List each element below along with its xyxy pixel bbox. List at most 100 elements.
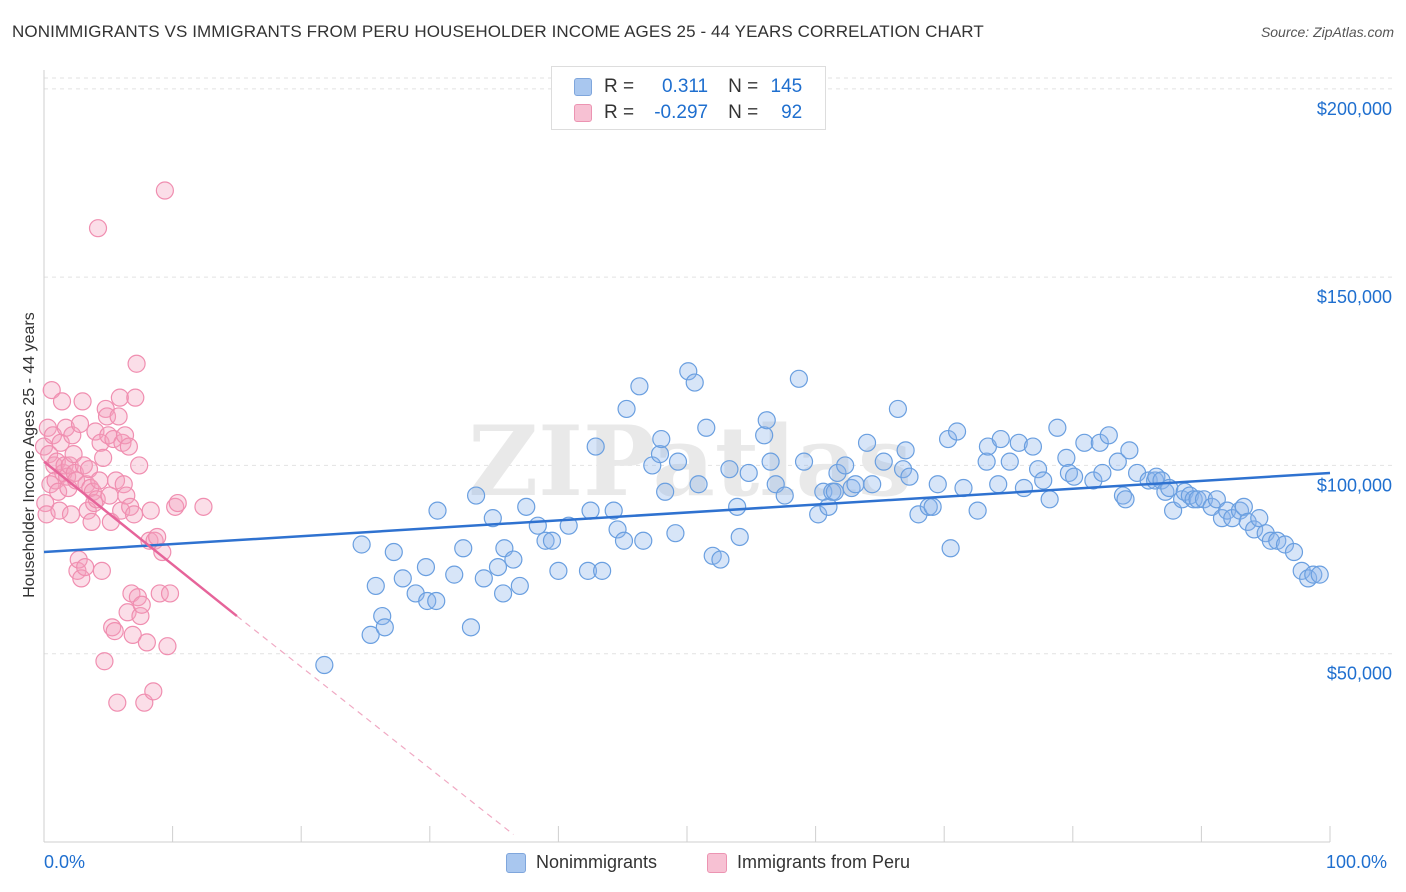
data-point-nonimmigrant	[494, 584, 513, 603]
data-point-nonimmigrant	[755, 426, 774, 445]
data-point-nonimmigrant	[819, 497, 838, 516]
series-immigrants-from-peru	[34, 181, 213, 712]
data-point-peru	[117, 486, 136, 505]
legend-label: Immigrants from Peru	[737, 852, 911, 872]
data-point-peru	[148, 527, 167, 547]
data-point-nonimmigrant	[1304, 565, 1323, 584]
data-point-peru	[114, 475, 133, 494]
data-point-nonimmigrant	[315, 655, 334, 675]
data-point-nonimmigrant	[977, 452, 996, 471]
data-point-nonimmigrant	[1093, 463, 1112, 483]
data-point-peru	[123, 625, 142, 644]
data-point-nonimmigrant	[461, 618, 481, 637]
data-point-nonimmigrant	[474, 569, 493, 588]
data-point-nonimmigrant	[542, 531, 562, 550]
data-point-nonimmigrant	[874, 452, 893, 471]
data-point-peru	[158, 637, 177, 656]
data-point-nonimmigrant	[1188, 490, 1207, 509]
data-point-nonimmigrant	[549, 561, 568, 580]
r-value: -0.297	[654, 102, 709, 123]
trend-line-peru	[43, 460, 238, 618]
data-point-nonimmigrant	[809, 505, 828, 524]
r-value: 0.311	[661, 76, 709, 97]
data-point-peru	[115, 426, 135, 445]
data-point-nonimmigrant	[836, 456, 855, 475]
data-point-peru	[104, 429, 123, 449]
data-point-nonimmigrant	[825, 482, 844, 501]
data-point-nonimmigrant	[1292, 561, 1311, 580]
data-point-peru	[73, 392, 92, 411]
data-point-nonimmigrant	[1207, 490, 1226, 509]
data-point-nonimmigrant	[888, 399, 908, 419]
data-point-nonimmigrant	[578, 561, 598, 580]
data-point-nonimmigrant	[900, 467, 919, 486]
legend-item-nonimmigrants: Nonimmigrants	[506, 852, 657, 873]
data-point-nonimmigrant	[504, 550, 523, 569]
data-point-nonimmigrant	[1184, 490, 1203, 509]
data-point-nonimmigrant	[1116, 490, 1135, 509]
data-point-nonimmigrant	[1034, 471, 1053, 490]
data-point-peru	[141, 501, 160, 520]
axes	[43, 70, 1331, 843]
data-point-nonimmigrant	[728, 497, 747, 516]
data-point-nonimmigrant	[1048, 418, 1067, 437]
data-point-nonimmigrant	[634, 531, 653, 550]
data-point-peru	[42, 380, 61, 400]
y-tick-label: $100,000	[1317, 475, 1392, 495]
data-point-nonimmigrant	[528, 516, 547, 535]
data-point-nonimmigrant	[559, 516, 578, 535]
data-point-nonimmigrant	[1245, 520, 1264, 539]
trend-line-peru-extension	[236, 615, 514, 835]
data-point-nonimmigrant	[730, 527, 749, 547]
data-point-nonimmigrant	[617, 399, 636, 419]
data-point-nonimmigrant	[586, 437, 605, 456]
data-point-peru	[50, 501, 69, 520]
data-point-peru	[90, 471, 109, 490]
data-point-nonimmigrant	[679, 362, 698, 381]
data-point-nonimmigrant	[352, 535, 371, 554]
trend-lines	[43, 460, 1331, 835]
data-point-peru	[94, 448, 113, 467]
data-point-nonimmigrant	[989, 475, 1008, 494]
data-point-peru	[110, 388, 129, 407]
data-point-nonimmigrant	[1064, 467, 1084, 486]
r-label: R =	[604, 102, 635, 123]
data-point-nonimmigrant	[1014, 478, 1034, 498]
data-point-nonimmigrant	[1250, 509, 1269, 528]
data-point-peru	[150, 584, 169, 603]
data-point-nonimmigrant	[650, 445, 670, 464]
data-point-peru	[52, 392, 72, 411]
data-point-peru	[126, 388, 145, 407]
chart-title: NONIMMIGRANTS VS IMMIGRANTS FROM PERU HO…	[12, 22, 984, 41]
data-point-nonimmigrant	[1223, 509, 1242, 528]
data-point-nonimmigrant	[1040, 490, 1059, 509]
x-tick-label-max: 100.0%	[1326, 852, 1388, 872]
data-point-peru	[144, 682, 163, 701]
source-credit: Source: ZipAtlas.com	[1260, 24, 1394, 40]
data-point-nonimmigrant	[1028, 460, 1048, 479]
data-point-peru	[105, 622, 124, 641]
data-point-nonimmigrant	[366, 576, 385, 596]
data-point-peru	[194, 497, 213, 516]
data-point-nonimmigrant	[1261, 531, 1280, 550]
data-point-peru	[124, 505, 144, 524]
data-point-nonimmigrant	[630, 377, 649, 396]
data-point-nonimmigrant	[739, 463, 758, 483]
data-point-nonimmigrant	[1234, 497, 1253, 516]
blue-swatch	[574, 78, 592, 96]
data-point-nonimmigrant	[1057, 448, 1076, 467]
data-point-nonimmigrant	[968, 501, 987, 520]
data-point-nonimmigrant	[991, 429, 1010, 449]
data-point-nonimmigrant	[483, 509, 502, 528]
data-point-nonimmigrant	[1120, 441, 1139, 460]
n-label: N =	[728, 76, 759, 97]
data-point-nonimmigrant	[517, 497, 536, 516]
data-point-nonimmigrant	[761, 452, 780, 471]
data-point-peru	[127, 354, 146, 373]
data-point-nonimmigrant	[1194, 490, 1214, 509]
pink-swatch	[707, 852, 727, 873]
n-value: 145	[770, 76, 803, 97]
data-point-peru	[130, 456, 149, 475]
y-tick-labels: $50,000 $100,000 $150,000 $200,000	[1317, 99, 1392, 684]
